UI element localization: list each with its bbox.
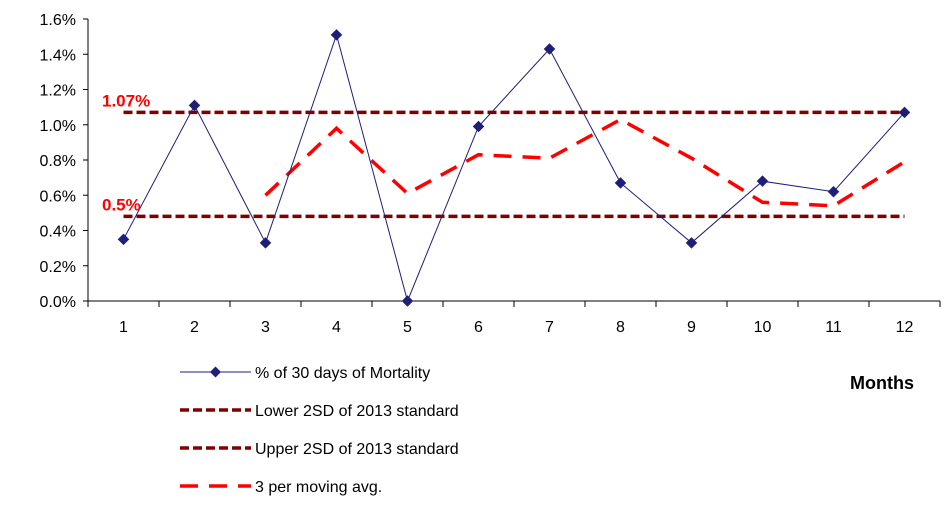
- legend-label-3: Upper 2SD of 2013 standard: [255, 441, 459, 458]
- legend-label-1: % of 30 days of Mortality: [255, 365, 430, 382]
- y-tick-label: 1.6%: [40, 12, 76, 29]
- y-tick-label: 1.2%: [40, 83, 76, 100]
- data-point-diamond: [401, 295, 414, 307]
- series-lines: [123, 33, 906, 303]
- y-tick-label: 1.4%: [40, 47, 76, 64]
- data-point-diamond: [117, 233, 130, 246]
- data-point-diamond: [756, 175, 769, 188]
- x-tick-label: 3: [261, 319, 270, 336]
- x-ticks: 1 2 3 4 5 6 7 8 9 10 11 12: [87, 301, 941, 336]
- legend-label-2: Lower 2SD of 2013 standard: [255, 403, 459, 420]
- y-ticks: 0.0% 0.2% 0.4% 0.6% 0.8% 1.0% 1.2% 1.4% 1.6%: [40, 12, 88, 311]
- annotations: 1.07% 0.5%: [102, 91, 150, 214]
- x-tick-label: 9: [687, 319, 696, 336]
- y-tick-label: 0.6%: [40, 188, 76, 205]
- data-markers: [117, 29, 911, 307]
- legend-marker-diamond: [210, 366, 221, 378]
- x-tick-label: 8: [616, 319, 625, 336]
- data-point-diamond: [827, 185, 840, 198]
- threshold-annotation: 1.07%: [102, 91, 150, 110]
- data-point-diamond: [898, 106, 911, 119]
- x-tick-label: 2: [190, 319, 199, 336]
- x-tick-label: 4: [332, 319, 341, 336]
- y-tick-label: 0.2%: [40, 259, 76, 276]
- y-tick-label: 0.0%: [40, 294, 76, 311]
- legend-label-4: 3 per moving avg.: [255, 479, 382, 496]
- x-tick-label: 10: [754, 319, 772, 336]
- x-axis-title: Months: [850, 373, 914, 393]
- data-point-diamond: [685, 236, 698, 249]
- axes: [87, 19, 940, 302]
- threshold-annotation: 0.5%: [102, 195, 141, 214]
- data-point-diamond: [543, 43, 556, 55]
- y-tick-label: 0.4%: [40, 224, 76, 241]
- data-point-diamond: [330, 29, 343, 41]
- x-tick-label: 5: [403, 319, 412, 336]
- series-line-4: [264, 117, 906, 208]
- x-tick-label: 7: [545, 319, 554, 336]
- x-tick-label: 11: [825, 319, 842, 336]
- data-point-diamond: [188, 99, 201, 112]
- x-tick-label: 1: [119, 319, 128, 336]
- legend: % of 30 days of Mortality Lower 2SD of 20…: [180, 365, 459, 496]
- x-tick-label: 12: [896, 319, 914, 336]
- y-tick-label: 1.0%: [40, 118, 76, 135]
- data-point-diamond: [614, 177, 627, 189]
- x-tick-label: 6: [474, 319, 483, 336]
- data-point-diamond: [472, 120, 485, 133]
- y-tick-label: 0.8%: [40, 153, 76, 170]
- series-line-1: [123, 33, 905, 303]
- data-point-diamond: [259, 236, 272, 249]
